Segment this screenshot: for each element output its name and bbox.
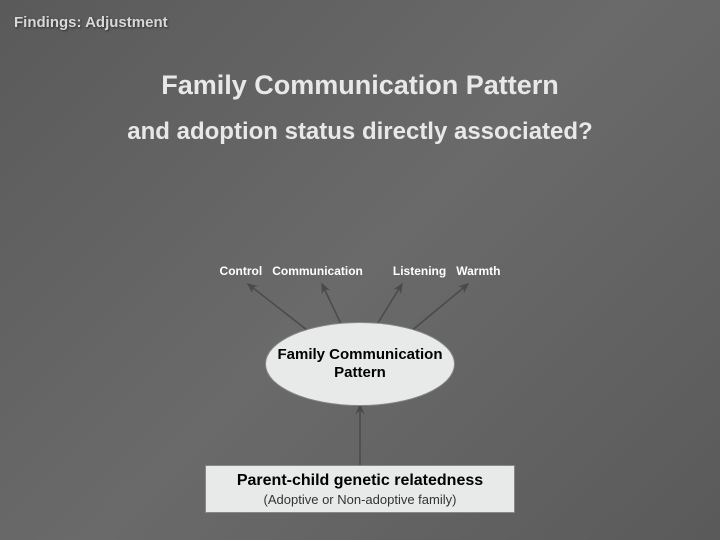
top-labels-row: Control Communication Listening Warmth (0, 264, 720, 278)
slide-header: Findings: Adjustment (14, 14, 168, 31)
label-spacer (373, 264, 383, 278)
bottom-box-title: Parent-child genetic relatedness (237, 472, 483, 490)
title-line-1: Family Communication Pattern (0, 70, 720, 101)
label-warmth: Warmth (456, 264, 500, 278)
title-line-2: and adoption status directly associated? (0, 118, 720, 146)
center-ellipse-wrap: Family Communication Pattern (266, 323, 454, 405)
label-communication: Communication (272, 264, 363, 278)
arrow-to-communication (322, 284, 342, 326)
arrow-to-listening (376, 284, 402, 326)
label-control: Control (220, 264, 263, 278)
label-listening: Listening (393, 264, 446, 278)
center-ellipse: Family Communication Pattern (266, 323, 454, 405)
bottom-box-subtitle: (Adoptive or Non-adoptive family) (264, 492, 457, 507)
bottom-box: Parent-child genetic relatedness (Adopti… (205, 465, 515, 513)
